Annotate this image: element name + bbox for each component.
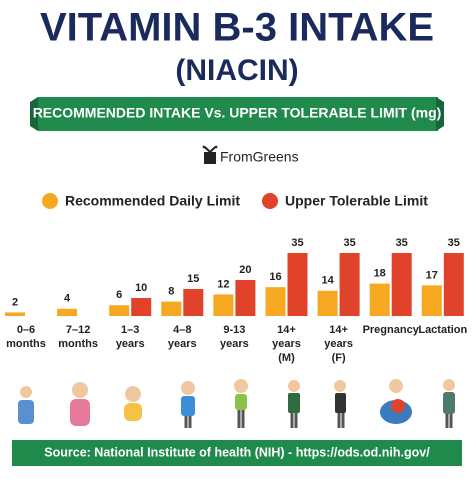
x-tick-label: 14+ bbox=[329, 324, 348, 336]
bar bbox=[161, 301, 182, 316]
icons bbox=[18, 379, 455, 428]
bar bbox=[391, 253, 412, 316]
bar bbox=[369, 283, 390, 316]
bar bbox=[109, 305, 130, 316]
value-label: 4 bbox=[64, 293, 71, 305]
brand-logo bbox=[202, 145, 218, 164]
footer-bg bbox=[12, 440, 462, 466]
bar bbox=[131, 298, 152, 316]
title: VITAMIN B-3 INTAKE bbox=[40, 6, 434, 50]
x-tick-label: years bbox=[324, 338, 353, 350]
subtitle: (NIACIN) bbox=[175, 54, 298, 87]
x-tick-label: 0–6 bbox=[17, 324, 35, 336]
x-tick-label: years bbox=[220, 338, 249, 350]
value-label: 15 bbox=[187, 273, 199, 285]
bar bbox=[265, 287, 286, 316]
value-label: 35 bbox=[343, 237, 355, 249]
x-tick-label: 4–8 bbox=[173, 324, 191, 336]
x-tick-label: months bbox=[6, 338, 46, 350]
value-label: 2 bbox=[12, 296, 18, 308]
bar bbox=[5, 312, 25, 316]
value-label: 6 bbox=[116, 289, 122, 301]
bar bbox=[421, 285, 442, 316]
bar bbox=[235, 280, 256, 316]
x-tick-label: 9-13 bbox=[223, 324, 245, 336]
x-tick-label: years bbox=[272, 338, 301, 350]
value-label: 16 bbox=[269, 271, 281, 283]
x-tick-label: 1–3 bbox=[121, 324, 139, 336]
value-label: 17 bbox=[426, 269, 438, 281]
x-tick-label: 14+ bbox=[277, 324, 296, 336]
bar bbox=[57, 308, 78, 316]
source: Source: National Institute of health (NI… bbox=[44, 445, 430, 459]
legend-label: Recommended Daily Limit bbox=[65, 193, 240, 209]
legend-label: Upper Tolerable Limit bbox=[285, 193, 428, 209]
legend-swatch bbox=[262, 193, 278, 209]
value-label: 10 bbox=[135, 282, 147, 294]
bar bbox=[443, 253, 464, 316]
value-label: 12 bbox=[217, 278, 229, 290]
brand-name: FromGreens bbox=[220, 149, 299, 165]
bar bbox=[339, 253, 360, 316]
banner-fold bbox=[436, 97, 444, 131]
x-tick-label: (F) bbox=[332, 352, 346, 364]
bar bbox=[183, 289, 204, 316]
x-tick-label: years bbox=[116, 338, 145, 350]
x-tick-label: (M) bbox=[278, 352, 295, 364]
bar bbox=[287, 253, 308, 316]
value-label: 14 bbox=[321, 275, 334, 287]
value-label: 35 bbox=[448, 237, 460, 249]
value-label: 8 bbox=[168, 286, 174, 298]
value-label: 18 bbox=[374, 268, 386, 280]
value-label: 20 bbox=[239, 264, 251, 276]
x-tick-label: Pregnancy bbox=[363, 324, 420, 336]
banner-fold bbox=[30, 97, 38, 131]
legend-swatch bbox=[42, 193, 58, 209]
bar bbox=[213, 294, 234, 316]
banner-text: RECOMMENDED INTAKE Vs. UPPER TOLERABLE L… bbox=[33, 105, 442, 121]
value-label: 35 bbox=[291, 237, 303, 249]
x-tick-label: Lactation bbox=[418, 324, 467, 336]
x-tick-label: months bbox=[58, 338, 98, 350]
bar bbox=[317, 290, 338, 316]
banner-bg bbox=[38, 97, 438, 131]
x-tick-label: 7–12 bbox=[66, 324, 90, 336]
value-label: 35 bbox=[396, 237, 408, 249]
x-tick-label: years bbox=[168, 338, 197, 350]
